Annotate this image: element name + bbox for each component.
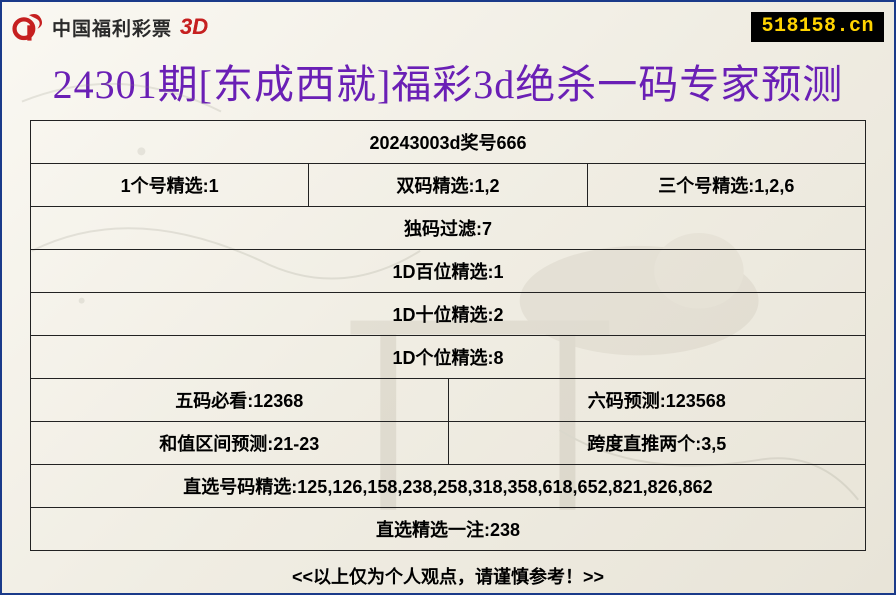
table-cell: 1D个位精选:8 <box>31 336 865 378</box>
lottery-logo-icon <box>12 10 46 44</box>
prediction-table: 20243003d奖号6661个号精选:1双码精选:1,2三个号精选:1,2,6… <box>30 120 866 551</box>
table-row: 和值区间预测:21-23跨度直推两个:3,5 <box>31 422 865 465</box>
table-row: 20243003d奖号666 <box>31 121 865 164</box>
table-row: 直选精选一注:238 <box>31 508 865 550</box>
table-cell: 五码必看:12368 <box>31 379 448 421</box>
table-row: 1D个位精选:8 <box>31 336 865 379</box>
page-title: 24301期[东成西就]福彩3d绝杀一码专家预测 <box>2 48 894 120</box>
table-cell: 和值区间预测:21-23 <box>31 422 448 464</box>
page-frame: 中国福利彩票 3D 518158.cn 24301期[东成西就]福彩3d绝杀一码… <box>0 0 896 595</box>
table-row: 1个号精选:1双码精选:1,2三个号精选:1,2,6 <box>31 164 865 207</box>
table-row: 独码过滤:7 <box>31 207 865 250</box>
table-row: 1D十位精选:2 <box>31 293 865 336</box>
table-cell: 1D十位精选:2 <box>31 293 865 335</box>
table-cell: 双码精选:1,2 <box>308 164 586 206</box>
header: 中国福利彩票 3D 518158.cn <box>2 2 894 48</box>
logo-block: 中国福利彩票 3D <box>12 10 208 44</box>
table-row: 直选号码精选:125,126,158,238,258,318,358,618,6… <box>31 465 865 508</box>
brand-text: 中国福利彩票 <box>52 14 172 41</box>
table-cell: 直选精选一注:238 <box>31 508 865 550</box>
site-badge: 518158.cn <box>751 12 884 42</box>
footer-note: <<以上仅为个人观点，请谨慎参考！>> <box>2 551 894 589</box>
table-row: 1D百位精选:1 <box>31 250 865 293</box>
table-cell: 1D百位精选:1 <box>31 250 865 292</box>
table-cell: 20243003d奖号666 <box>31 121 865 163</box>
brand-3d-text: 3D <box>180 14 208 40</box>
table-cell: 三个号精选:1,2,6 <box>587 164 865 206</box>
table-cell: 直选号码精选:125,126,158,238,258,318,358,618,6… <box>31 465 865 507</box>
table-row: 五码必看:12368六码预测:123568 <box>31 379 865 422</box>
table-cell: 独码过滤:7 <box>31 207 865 249</box>
table-cell: 1个号精选:1 <box>31 164 308 206</box>
table-cell: 跨度直推两个:3,5 <box>448 422 866 464</box>
table-cell: 六码预测:123568 <box>448 379 866 421</box>
